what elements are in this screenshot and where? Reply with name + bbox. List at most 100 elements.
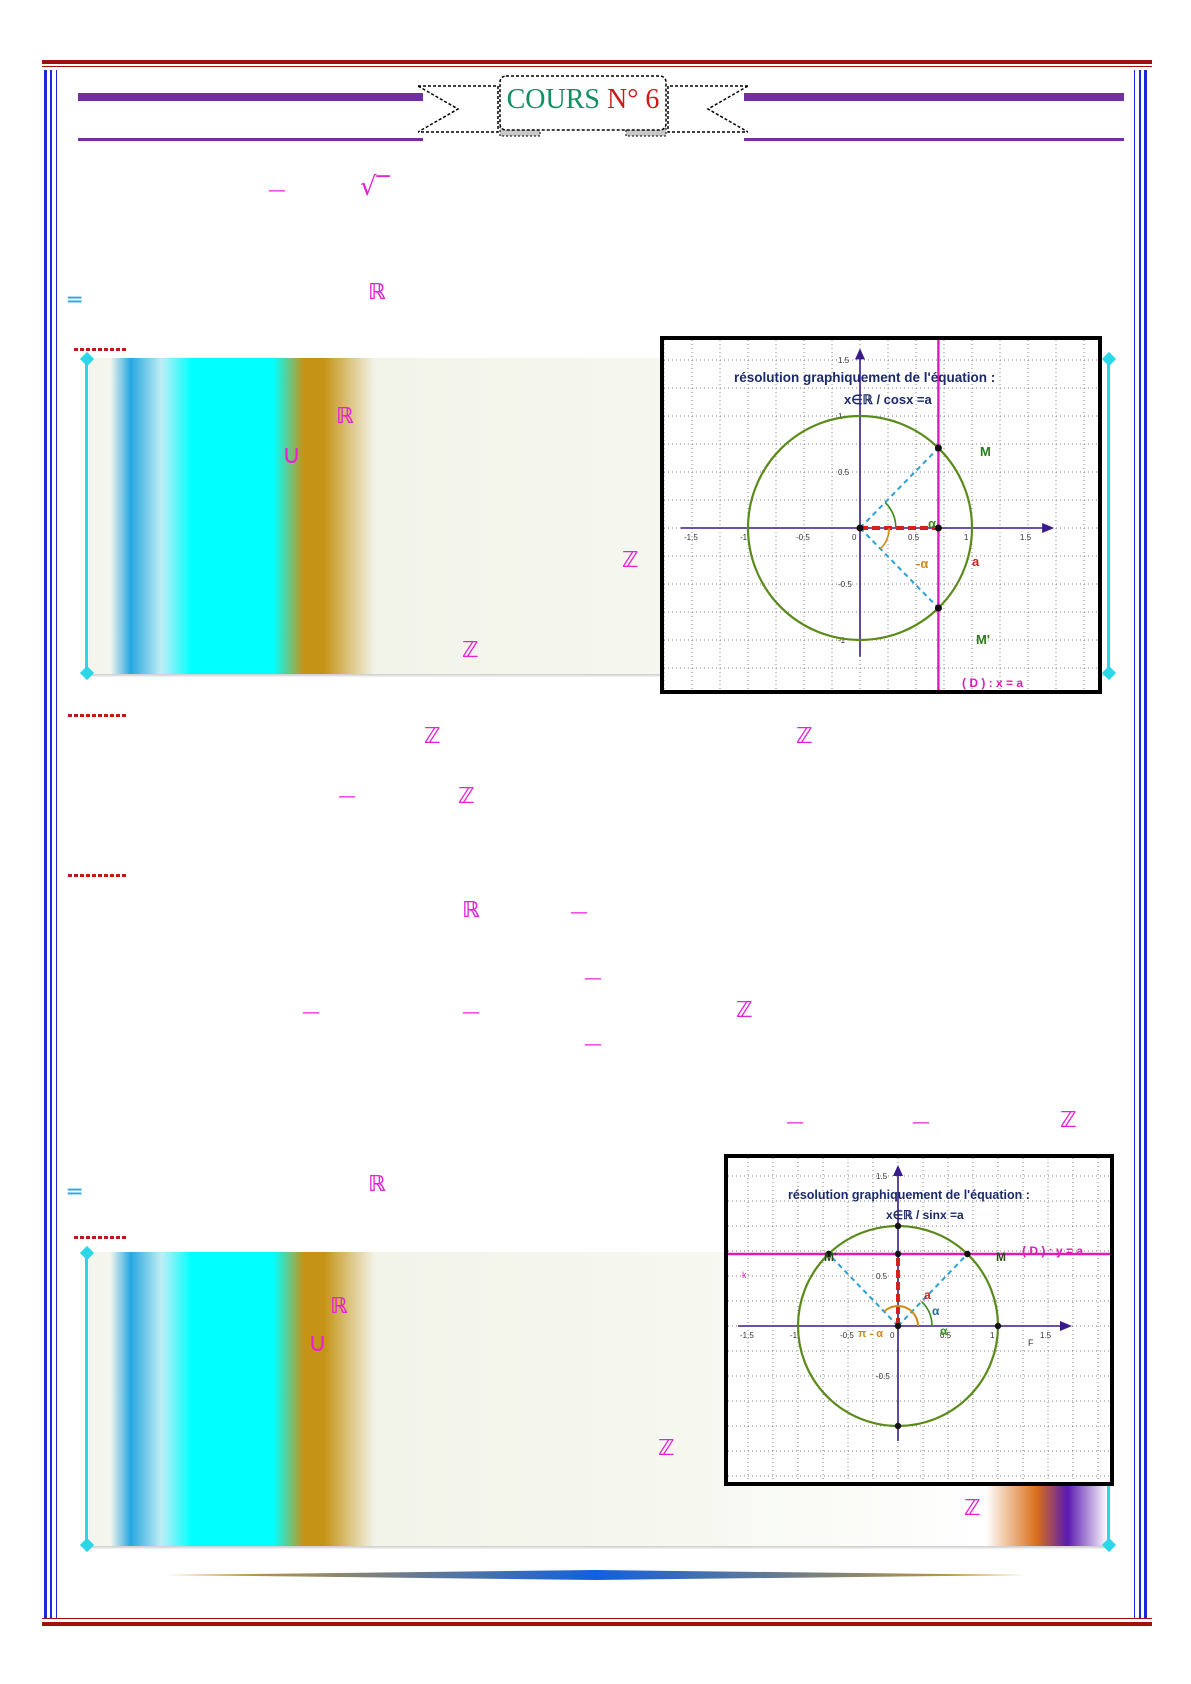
header-title-cours: COURS	[506, 84, 600, 115]
point	[856, 524, 864, 532]
integers-symbol-box-sin-1: ℤ	[658, 1436, 675, 1461]
sub-marker-1	[74, 348, 126, 351]
figure-cos-graph: -1.5 -1 -0.5 0 0.5 1 1.5 1.5 1 0.5 -0.5 -1	[664, 340, 1098, 690]
point	[934, 444, 942, 452]
header-title-number: N° 6	[606, 84, 660, 115]
integers-symbol-mid-2: ℤ	[796, 724, 813, 749]
page-frame-top-inner	[42, 66, 1152, 67]
tick-label-x: 1.5	[1040, 1331, 1052, 1340]
reals-symbol-box-cos: ℝ	[336, 404, 354, 429]
tick-label-x: 0.5	[940, 1331, 952, 1340]
figure-cos-subtitle: x∈ℝ / cosx =a	[844, 392, 932, 407]
arc-pi-minus-alpha	[883, 1305, 919, 1327]
figure-sin-angle-pi-minus-alpha: π - α	[858, 1328, 883, 1340]
tick-label-x: -1	[790, 1331, 798, 1340]
unit-circle	[746, 414, 974, 642]
header-bar-left	[78, 93, 423, 101]
figure-cos-angle-alpha: α	[928, 516, 936, 531]
arc-alpha	[921, 1300, 933, 1327]
union-symbol-box-cos: ∪	[282, 440, 302, 470]
header-underline-right	[744, 138, 1124, 141]
sub-marker-4	[74, 1236, 126, 1239]
figure-sin-point-m-prime: M'	[824, 1250, 837, 1264]
sub-marker-2	[68, 714, 126, 717]
tick-label-x: 1	[990, 1331, 995, 1340]
integers-symbol-box-cos-1: ℤ	[622, 548, 639, 573]
tick-label-x: -1	[740, 533, 748, 542]
box-cos-right-rule	[1107, 360, 1110, 672]
frac-bar-example-7: —	[912, 1112, 930, 1133]
tick-label-x: -1.5	[684, 533, 698, 542]
reals-symbol-sin-heading: ℝ	[368, 1172, 386, 1197]
point	[825, 1250, 832, 1258]
figure-sin-graph: -1.5 -1 -0.5 0 0.5 1 1.5 1.5 0.5 -0.5	[728, 1158, 1110, 1482]
figure-sin-title: résolution graphiquement de l'équation :	[788, 1188, 1030, 1202]
figure-sin-point-m: M	[996, 1250, 1006, 1264]
tick-label-x: 1	[964, 533, 969, 542]
tick-label-y: 1.5	[838, 356, 850, 365]
integers-symbol-mid-1: ℤ	[424, 724, 441, 749]
frac-bar-mid-1: —	[338, 786, 356, 807]
x-axis-arrow	[1060, 1321, 1072, 1331]
tick-label-x: 1.5	[1020, 533, 1032, 542]
header-bar-right	[744, 93, 1124, 101]
point	[934, 604, 942, 612]
figure-cos: -1.5 -1 -0.5 0 0.5 1 1.5 1.5 1 0.5 -0.5 -1 résoluti…	[660, 336, 1102, 694]
figure-sin-subtitle: x∈ℝ / sinx =a	[886, 1208, 964, 1222]
tick-label-x: 0	[852, 533, 857, 542]
header-underline-left	[78, 138, 423, 141]
section-cos-marker: ═	[68, 288, 82, 313]
page-frame-bottom	[42, 1622, 1152, 1626]
tick-label-x: -0.5	[796, 533, 810, 542]
page-frame-left-3	[56, 70, 57, 1618]
tick-label-y: -0.5	[876, 1372, 890, 1381]
figure-sin-angle-alpha-2: α	[940, 1324, 948, 1338]
point	[894, 1422, 902, 1430]
tick-label-y: -0.5	[838, 580, 852, 589]
tick-label-y: 0.5	[838, 468, 850, 477]
page-frame-top	[42, 60, 1152, 64]
point	[934, 524, 942, 532]
frac-bar-example-1: —	[570, 902, 588, 923]
tick-label-y: 1.5	[876, 1172, 888, 1181]
radius-om-prime	[859, 527, 940, 609]
tick-label-x: 0.5	[908, 533, 920, 542]
point	[894, 1250, 902, 1258]
sub-marker-3	[68, 874, 126, 877]
reals-symbol-cos-heading: ℝ	[368, 280, 386, 305]
page-frame-right-3	[1134, 70, 1135, 1618]
arc-alpha	[884, 501, 897, 529]
frac-bar-example-5: —	[584, 1034, 602, 1055]
box-cos-left-rule	[85, 360, 88, 672]
radius-om	[859, 447, 940, 529]
sqrt-symbol: √‾	[360, 172, 390, 202]
header-title: COURS N° 6	[500, 80, 666, 120]
figure-sin-label-a: a	[924, 1288, 931, 1302]
figure-sin-line-d: ( D ) : y = a	[1022, 1244, 1084, 1258]
tick-label-x: -0.5	[840, 1331, 854, 1340]
frac-bar-example-6: —	[786, 1112, 804, 1133]
arc-neg-alpha	[879, 527, 890, 550]
frac-bar-top: —	[268, 180, 286, 201]
union-symbol-box-sin: ∪	[308, 1328, 328, 1358]
page-frame-left	[44, 70, 47, 1618]
header-ribbon	[418, 75, 748, 137]
frac-bar-example-3: —	[302, 1002, 320, 1023]
integers-symbol-box-sin-2: ℤ	[964, 1496, 981, 1521]
tick-label-y: 1	[838, 412, 843, 421]
figure-cos-point-m: M	[980, 444, 991, 459]
x-axis-arrow	[1042, 523, 1055, 533]
figure-sin-angle-alpha: α	[932, 1304, 940, 1318]
reals-symbol-example: ℝ	[462, 898, 480, 923]
tick-label-x: 0	[890, 1331, 895, 1340]
page-frame-bottom-inner	[42, 1618, 1152, 1619]
integers-symbol-example-1: ℤ	[736, 998, 753, 1023]
point	[894, 1222, 902, 1230]
page-frame-left-2	[50, 70, 52, 1618]
integers-symbol-box-cos-2: ℤ	[462, 638, 479, 663]
frac-bar-example-2: —	[584, 968, 602, 989]
figure-sin-label-k: k	[742, 1270, 747, 1280]
reals-symbol-box-sin: ℝ	[330, 1294, 348, 1319]
integers-symbol-mid-3: ℤ	[458, 784, 475, 809]
point	[964, 1250, 971, 1258]
